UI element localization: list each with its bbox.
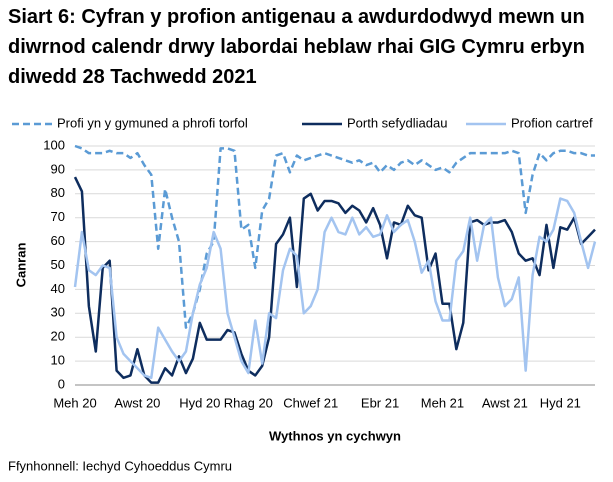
y-tick-label: 100 bbox=[43, 137, 65, 152]
y-tick-label: 60 bbox=[51, 233, 65, 248]
y-tick-label: 40 bbox=[51, 281, 65, 296]
legend-label: Profi yn y gymuned a phrofi torfol bbox=[57, 115, 248, 130]
chart-title: Siart 6: Cyfran y profion antigenau a aw… bbox=[8, 6, 585, 88]
x-tick-label: Meh 21 bbox=[421, 395, 464, 410]
x-tick-label: Rhag 20 bbox=[224, 395, 273, 410]
legend-label: Profion cartref bbox=[511, 115, 593, 130]
x-tick-label: Ebr 21 bbox=[361, 395, 399, 410]
data-line bbox=[73, 197, 597, 380]
x-tick-label: Meh 20 bbox=[53, 395, 96, 410]
y-tick-label: 50 bbox=[51, 257, 65, 272]
x-tick-label: Chwef 21 bbox=[283, 395, 338, 410]
y-tick-label: 10 bbox=[51, 353, 65, 368]
y-tick-label: 30 bbox=[51, 305, 65, 320]
y-tick-label: 20 bbox=[51, 329, 65, 344]
source: Ffynhonnell: Iechyd Cyhoeddus Cymru bbox=[8, 458, 232, 473]
legend-label: Porth sefydliadau bbox=[347, 115, 447, 130]
data-line bbox=[74, 144, 595, 329]
data-line bbox=[73, 176, 596, 384]
x-tick-label: Hyd 21 bbox=[540, 395, 581, 410]
x-axis-label: Wythnos yn cychwyn bbox=[269, 428, 401, 443]
x-tick-label: Awst 21 bbox=[482, 395, 528, 410]
x-tick-label: Hyd 20 bbox=[179, 395, 220, 410]
y-tick-label: 0 bbox=[58, 376, 65, 391]
x-tick-label: Awst 20 bbox=[114, 395, 160, 410]
y-tick-label: 80 bbox=[51, 185, 65, 200]
y-tick-label: 90 bbox=[51, 161, 65, 176]
y-axis-label: Canran bbox=[13, 243, 28, 288]
y-tick-label: 70 bbox=[51, 209, 65, 224]
